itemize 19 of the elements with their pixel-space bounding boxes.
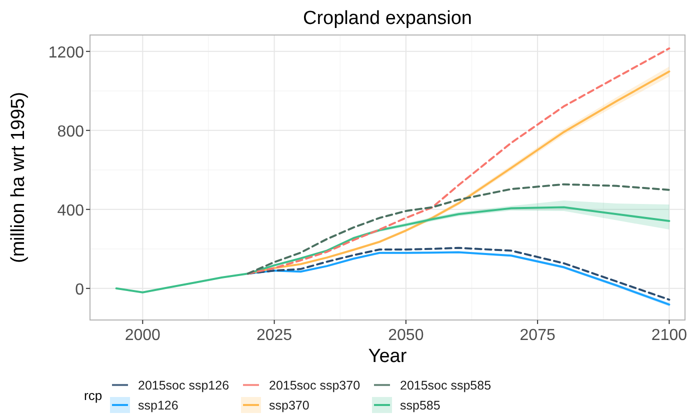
legend-label: 2015soc ssp370	[269, 378, 360, 392]
x-axis-title: Year	[368, 346, 408, 367]
y-tick-label: 400	[57, 202, 84, 220]
x-tick-label: 2100	[651, 327, 688, 344]
x-tick-label: 2000	[124, 327, 161, 344]
legend-label: ssp370	[269, 398, 310, 412]
x-tick-label: 2075	[520, 327, 556, 344]
x-tick-label: 2050	[388, 327, 424, 344]
legend-label: ssp126	[138, 398, 178, 412]
y-tick-label: 1200	[48, 44, 84, 62]
x-tick-label: 2025	[256, 327, 292, 344]
y-tick-label: 800	[57, 123, 84, 140]
chart-title: Cropland expansion	[302, 8, 472, 29]
legend-label: 2015soc ssp126	[138, 378, 230, 392]
legend-label: ssp585	[400, 398, 440, 412]
y-tick-label: 0	[75, 281, 84, 298]
y-axis-title: (million ha wrt 1995)	[8, 92, 29, 264]
legend-label: 2015soc ssp585	[400, 378, 492, 392]
legend-title: rcp	[84, 388, 102, 403]
